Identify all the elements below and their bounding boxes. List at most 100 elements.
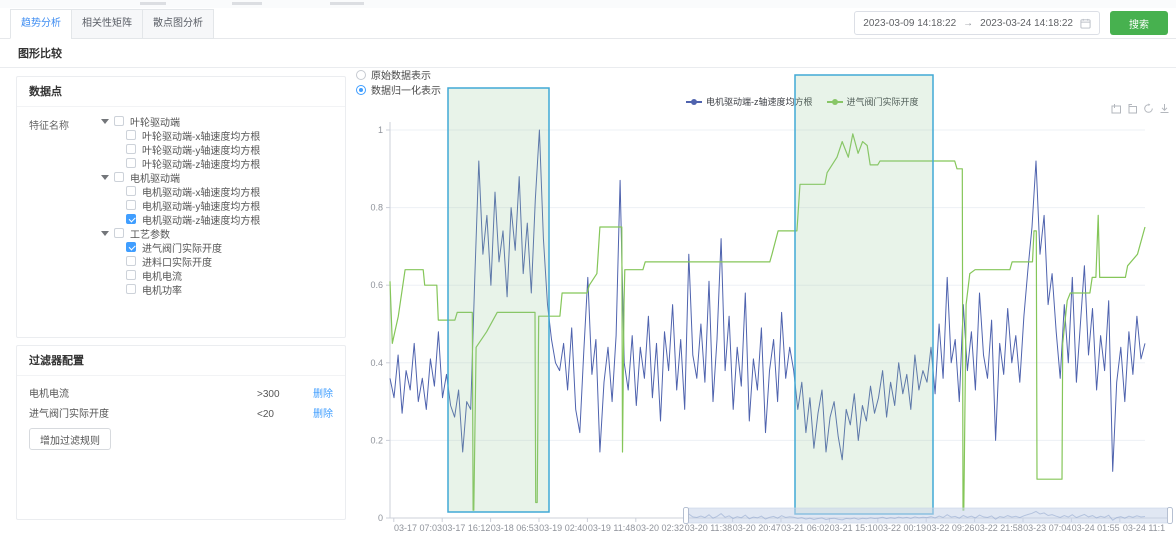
- tab-toolbar: 2023-03-09 14:18:22 → 2023-03-24 14:18:2…: [854, 11, 1168, 35]
- x-axis-label: 03-20 11:38: [685, 523, 732, 533]
- tree-node-label: 叶轮驱动端-y轴速度均方根: [142, 145, 261, 157]
- tree-node-motor-current[interactable]: 电机电流: [126, 268, 260, 283]
- filter-rule-condition: >300: [257, 389, 280, 400]
- filter-rule-name: 电机电流: [29, 389, 69, 400]
- tree-node-motor-y-rms[interactable]: 电机驱动端-y轴速度均方根: [126, 198, 261, 213]
- filter-card-title: 过滤器配置: [17, 346, 345, 376]
- y-axis-label: 0.6: [370, 280, 383, 290]
- legend-item-inlet-valve[interactable]: 进气阀门实际开度: [826, 95, 919, 108]
- download-icon[interactable]: [1159, 103, 1170, 114]
- checkbox[interactable]: [126, 270, 136, 280]
- tree-node-motor-power[interactable]: 电机功率: [126, 282, 260, 297]
- delete-rule-link[interactable]: 删除: [313, 409, 333, 420]
- marquee-zoom-icon[interactable]: [1111, 103, 1122, 114]
- filter-rule-row: 电机电流 >300 删除: [29, 386, 335, 404]
- checkbox[interactable]: [126, 186, 136, 196]
- datazoom-handle-right[interactable]: [1167, 507, 1173, 524]
- radio-raw-data[interactable]: 原始数据表示: [356, 67, 441, 82]
- datapoints-card-title: 数据点: [17, 77, 345, 107]
- filter-card: 过滤器配置 电机电流 >300 删除 进气阀门实际开度 <20 删除 增加过滤规…: [16, 345, 346, 520]
- y-axis-label: 0.4: [370, 358, 383, 368]
- restore-icon[interactable]: [1143, 103, 1154, 114]
- date-range-picker[interactable]: 2023-03-09 14:18:22 → 2023-03-24 14:18:2…: [854, 11, 1100, 35]
- zoom-reset-icon[interactable]: [1127, 103, 1138, 114]
- x-axis-label: 03-19 02:40: [539, 523, 587, 533]
- tree-node-motor-drive-end[interactable]: 电机驱动端: [101, 170, 260, 185]
- clipped-header-mark: [330, 2, 364, 5]
- tree-node-feed-port-opening[interactable]: 进料口实际开度: [126, 254, 260, 269]
- caret-down-icon[interactable]: [101, 118, 109, 124]
- x-axis-label: 03-22 00:19: [878, 523, 926, 533]
- tab-correlation-matrix[interactable]: 相关性矩阵: [71, 9, 143, 39]
- date-start-value[interactable]: 2023-03-09 14:18:22: [863, 17, 957, 29]
- datazoom-handle-left[interactable]: [683, 507, 689, 524]
- clipped-header-mark: [140, 2, 166, 5]
- y-axis-label: 0.2: [370, 435, 383, 445]
- tree-node-impeller-z-rms[interactable]: 叶轮驱动端-z轴速度均方根: [126, 156, 261, 171]
- chart-legend: 电机驱动端-z轴速度均方根 进气阀门实际开度: [686, 95, 919, 108]
- legend-item-motor-z-rms[interactable]: 电机驱动端-z轴速度均方根: [686, 95, 813, 108]
- x-axis-label: 03-19 11:48: [588, 523, 635, 533]
- tab-scatter-analysis[interactable]: 散点图分析: [142, 9, 214, 39]
- checkbox[interactable]: [126, 200, 136, 210]
- legend-marker-green: [826, 98, 843, 105]
- feature-name-label: 特征名称: [29, 121, 69, 132]
- tree-node-process-params[interactable]: 工艺参数: [101, 226, 260, 241]
- clipped-header-remnant: [0, 0, 1176, 8]
- tree-node-label: 进气阀门实际开度: [142, 243, 222, 255]
- checkbox-checked[interactable]: [126, 214, 136, 224]
- radio-label: 数据归一化表示: [371, 86, 441, 97]
- checkbox[interactable]: [126, 256, 136, 266]
- datapoints-card: 数据点 特征名称 叶轮驱动端 叶轮驱动端-x轴速度均方根 叶轮驱动端-y轴速度均…: [16, 76, 346, 338]
- checkbox[interactable]: [126, 158, 136, 168]
- brush-region-1[interactable]: [447, 87, 550, 513]
- tree-node-impeller-x-rms[interactable]: 叶轮驱动端-x轴速度均方根: [126, 128, 261, 143]
- date-end-value[interactable]: 2023-03-24 14:18:22: [980, 17, 1073, 29]
- delete-rule-link[interactable]: 删除: [313, 389, 333, 400]
- feature-tree: 叶轮驱动端 叶轮驱动端-x轴速度均方根 叶轮驱动端-y轴速度均方根 叶轮驱动端-…: [101, 114, 261, 297]
- tree-node-motor-x-rms[interactable]: 电机驱动端-x轴速度均方根: [126, 184, 260, 199]
- tree-node-label: 叶轮驱动端: [130, 117, 180, 129]
- x-axis-label: 03-24 01:55: [1072, 523, 1120, 533]
- caret-down-icon[interactable]: [101, 230, 109, 236]
- tree-node-label: 叶轮驱动端-x轴速度均方根: [142, 131, 261, 143]
- x-axis-label: 03-18 06:53: [491, 523, 539, 533]
- caret-down-icon[interactable]: [101, 174, 109, 180]
- filter-rule-name: 进气阀门实际开度: [29, 409, 109, 420]
- x-axis-label: 03-21 15:10: [830, 523, 878, 533]
- y-axis-label: 0.8: [370, 203, 383, 213]
- tree-node-impeller-y-rms[interactable]: 叶轮驱动端-y轴速度均方根: [126, 142, 261, 157]
- display-mode-radio-group: 原始数据表示 数据归一化表示: [356, 67, 441, 97]
- checkbox[interactable]: [114, 228, 124, 238]
- tree-node-label: 进料口实际开度: [142, 257, 212, 269]
- x-axis-label: 03-22 21:58: [975, 523, 1023, 533]
- radio-icon-selected[interactable]: [356, 84, 366, 95]
- checkbox[interactable]: [126, 130, 136, 140]
- x-axis-label: 03-20 02:32: [636, 523, 684, 533]
- tree-node-label: 电机驱动端-z轴速度均方根: [142, 215, 261, 227]
- radio-icon[interactable]: [356, 69, 366, 80]
- checkbox[interactable]: [114, 172, 124, 182]
- tree-node-label: 电机驱动端-y轴速度均方根: [142, 201, 261, 213]
- x-axis-label: 03-17 16:12: [442, 523, 490, 533]
- tree-node-motor-z-rms[interactable]: 电机驱动端-z轴速度均方根: [126, 212, 261, 227]
- radio-normalized-data[interactable]: 数据归一化表示: [356, 82, 441, 97]
- tree-node-label: 叶轮驱动端-z轴速度均方根: [142, 159, 261, 171]
- checkbox[interactable]: [126, 144, 136, 154]
- x-axis-label: 03-20 20:47: [733, 523, 781, 533]
- checkbox[interactable]: [114, 116, 124, 126]
- add-filter-rule-button[interactable]: 增加过滤规则: [29, 428, 111, 450]
- tree-node-inlet-valve-opening[interactable]: 进气阀门实际开度: [126, 240, 260, 255]
- datazoom-slider[interactable]: [685, 507, 1171, 524]
- checkbox[interactable]: [126, 284, 136, 294]
- tab-trend-analysis[interactable]: 趋势分析: [10, 9, 72, 39]
- series-line-motor-z-rms: [389, 129, 1146, 472]
- brush-region-2[interactable]: [794, 74, 934, 515]
- legend-label: 电机驱动端-z轴速度均方根: [706, 97, 813, 107]
- x-axis-label: 03-24 11:1: [1123, 523, 1165, 533]
- search-button[interactable]: 搜索: [1110, 11, 1168, 35]
- tree-node-impeller-drive-end[interactable]: 叶轮驱动端: [101, 114, 260, 129]
- x-axis-label: 03-23 07:04: [1023, 523, 1071, 533]
- checkbox-checked[interactable]: [126, 242, 136, 252]
